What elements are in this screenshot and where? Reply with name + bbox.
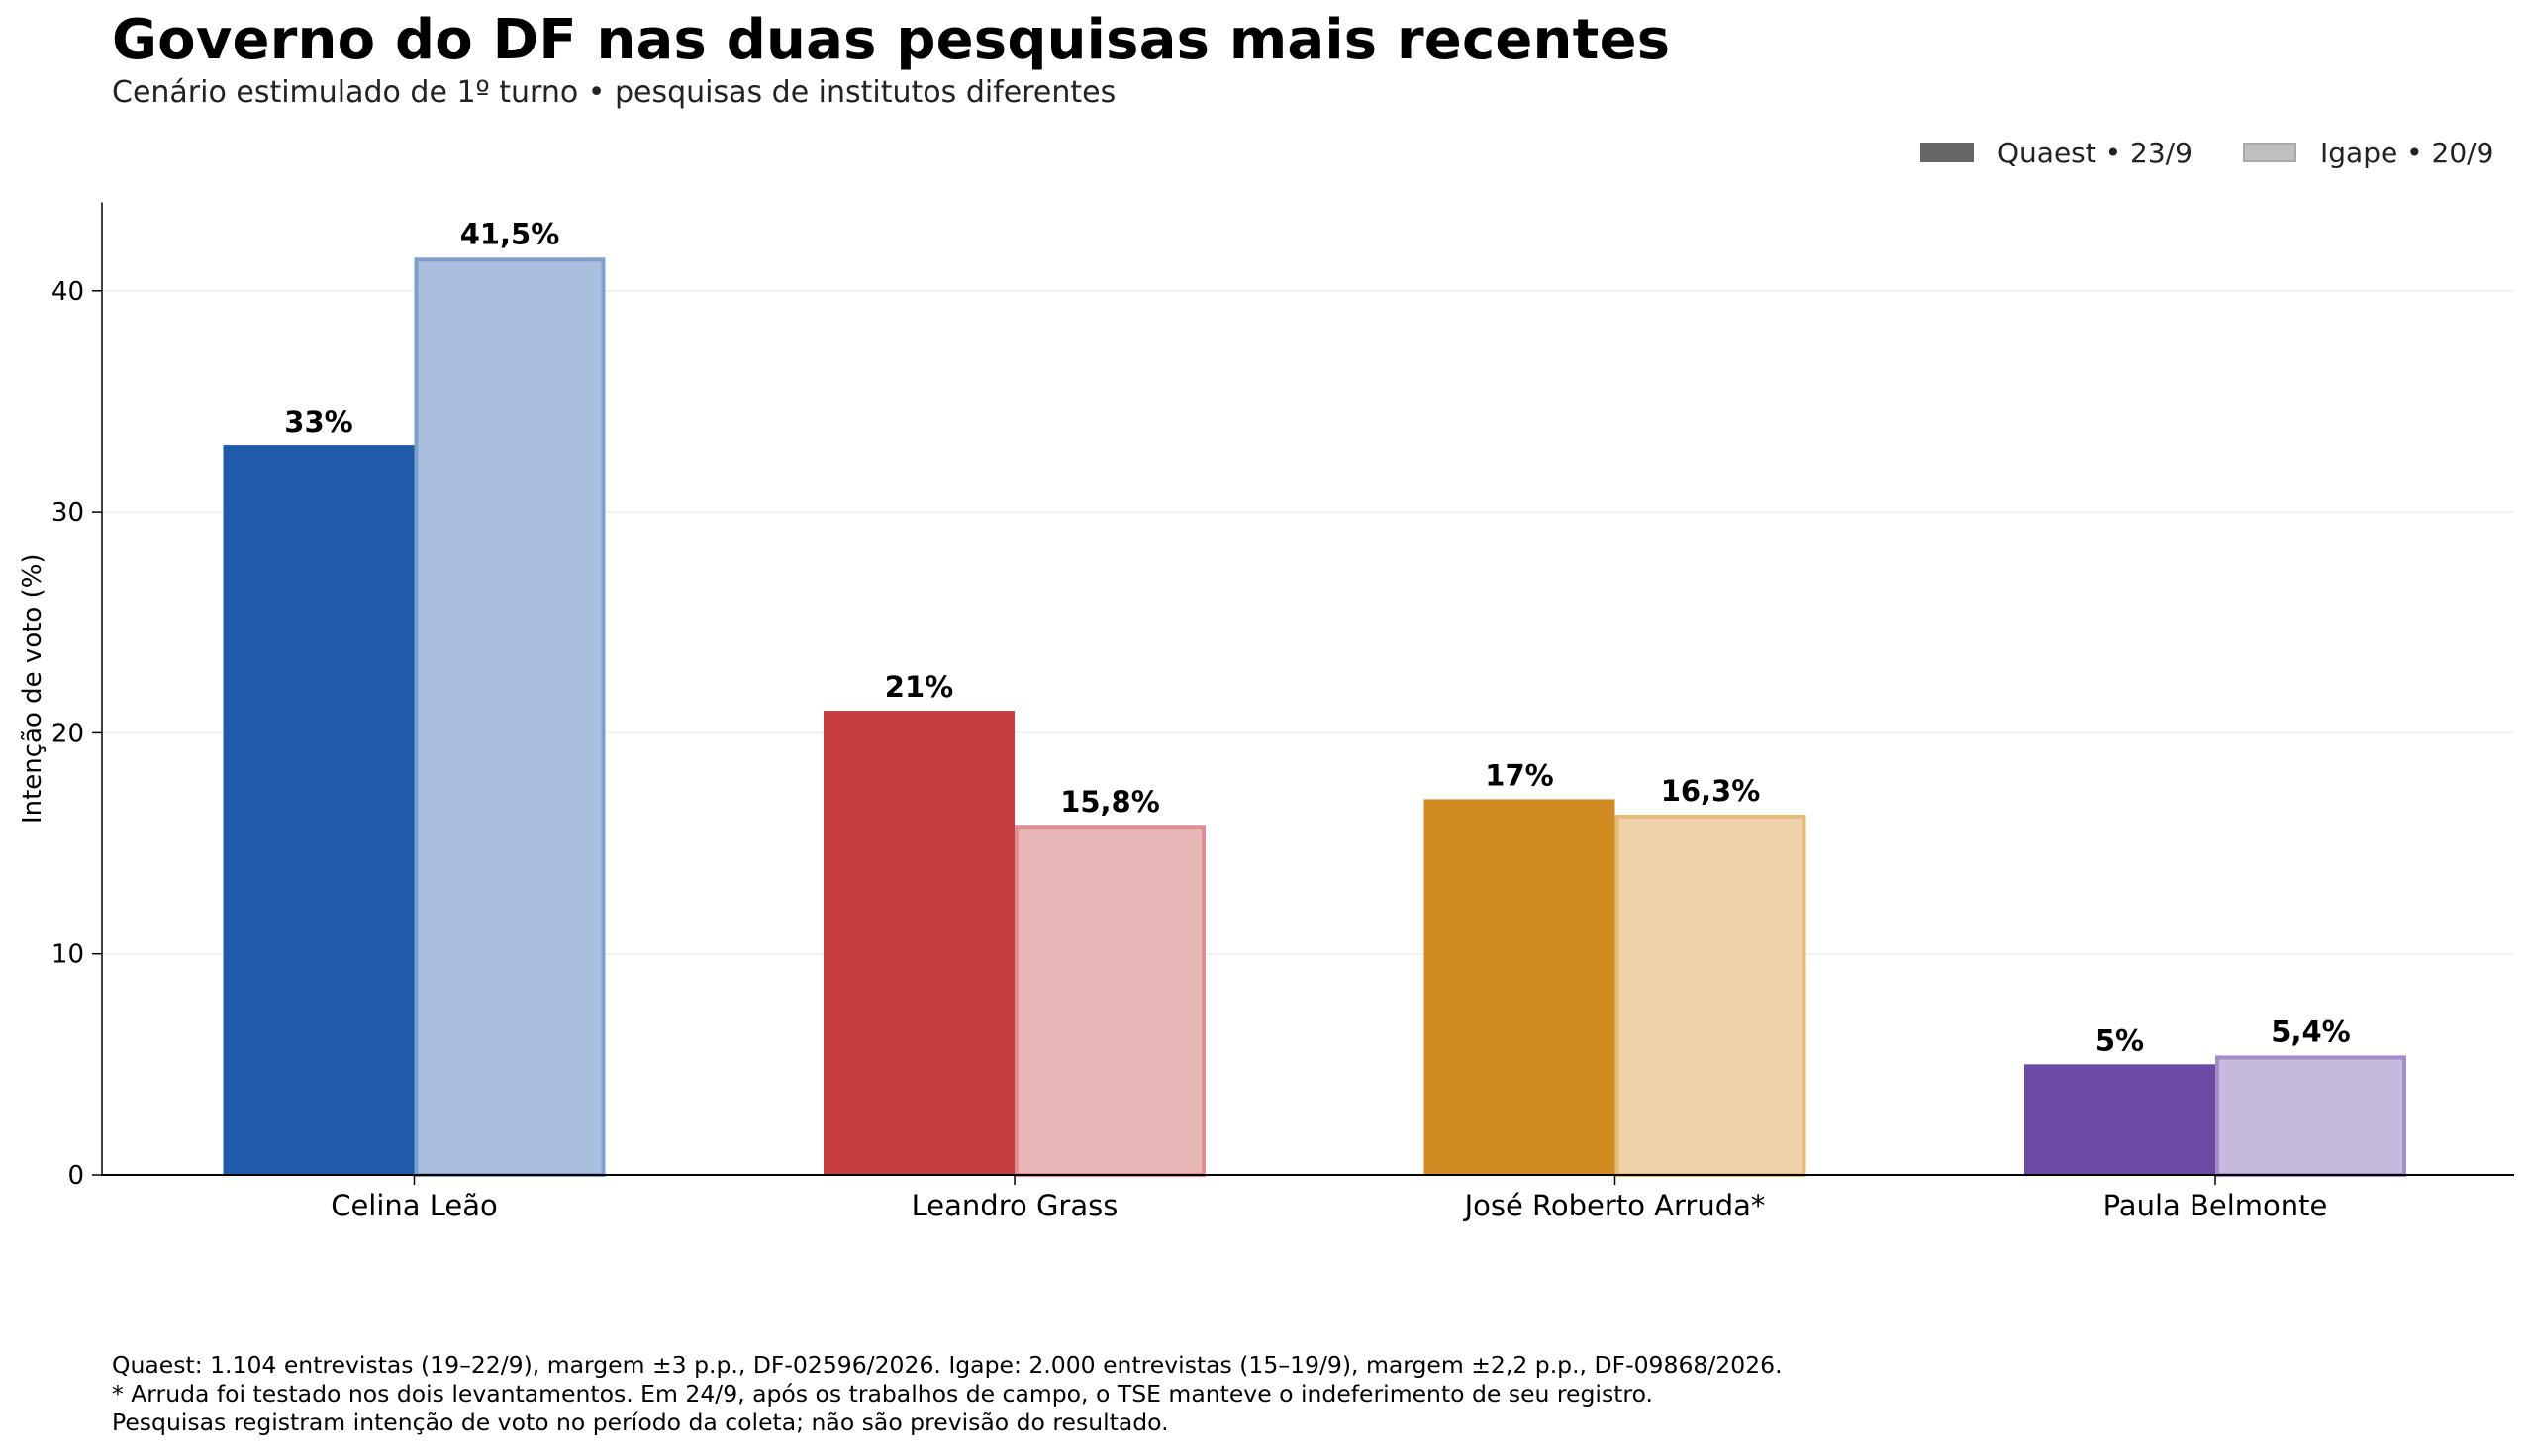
bar-jose-roberto-arruda-igape <box>1614 815 1806 1177</box>
y-tick-label-20: 20 <box>51 719 84 748</box>
bar-chart: 0 10 20 30 40 Intenção de voto (%) 33% 41,5% Cel… <box>18 202 2514 1222</box>
x-tick-label-leandro-grass: Leandro Grass <box>912 1189 1119 1222</box>
footnote-methodology: Quaest: 1.104 entrevistas (19–22/9), mar… <box>112 1351 1783 1379</box>
legend-label-quaest: Quaest • 23/9 <box>1998 136 2193 169</box>
legend-swatch-quaest <box>1920 143 1974 162</box>
data-label-leandro-grass-igape: 15,8% <box>1060 785 1160 819</box>
footnote-disclaimer: Pesquisas registram intenção de voto no … <box>112 1408 1169 1436</box>
bar-jose-roberto-arruda-quaest <box>1423 799 1615 1175</box>
bar-paula-belmonte-quaest <box>2024 1064 2215 1175</box>
data-label-leandro-grass-quaest: 21% <box>885 670 953 704</box>
y-tick-label-0: 0 <box>67 1161 84 1191</box>
bar-leandro-grass-igape <box>1015 825 1206 1177</box>
data-label-paula-belmonte-quaest: 5% <box>2095 1023 2144 1057</box>
footnote-arruda: * Arruda foi testado nos dois levantamen… <box>112 1380 1654 1407</box>
footnotes: Quaest: 1.104 entrevistas (19–22/9), mar… <box>112 1351 1783 1437</box>
x-tick-label-jose-roberto-arruda: José Roberto Arruda* <box>1463 1189 1766 1222</box>
data-label-paula-belmonte-igape: 5,4% <box>2271 1015 2350 1048</box>
chart-title: Governo do DF nas duas pesquisas mais re… <box>112 8 1671 72</box>
data-label-jose-roberto-arruda-quaest: 17% <box>1485 758 1553 792</box>
bar-celina-leao-igape <box>414 257 606 1177</box>
data-label-celina-leao-igape: 41,5% <box>460 217 560 250</box>
legend-item-igape: Igape • 20/9 <box>2243 136 2493 169</box>
bar-celina-leao-quaest <box>223 445 415 1175</box>
x-tick-label-paula-belmonte: Paula Belmonte <box>2103 1189 2328 1222</box>
legend-label-igape: Igape • 20/9 <box>2320 136 2494 169</box>
y-tick-label-10: 10 <box>51 940 84 970</box>
data-label-jose-roberto-arruda-igape: 16,3% <box>1661 774 1761 808</box>
chart-subtitle: Cenário estimulado de 1º turno • pesquis… <box>112 75 1117 110</box>
y-axis-label: Intenção de voto (%) <box>18 553 48 824</box>
bar-leandro-grass-quaest <box>824 711 1015 1175</box>
y-tick-label-40: 40 <box>51 277 84 307</box>
data-label-celina-leao-quaest: 33% <box>284 405 352 438</box>
x-tick-label-celina-leao: Celina Leão <box>331 1189 498 1222</box>
legend-swatch-igape <box>2243 143 2296 162</box>
legend-item-quaest: Quaest • 23/9 <box>1920 136 2193 169</box>
y-tick-label-30: 30 <box>51 498 84 528</box>
bar-paula-belmonte-igape <box>2215 1055 2406 1177</box>
